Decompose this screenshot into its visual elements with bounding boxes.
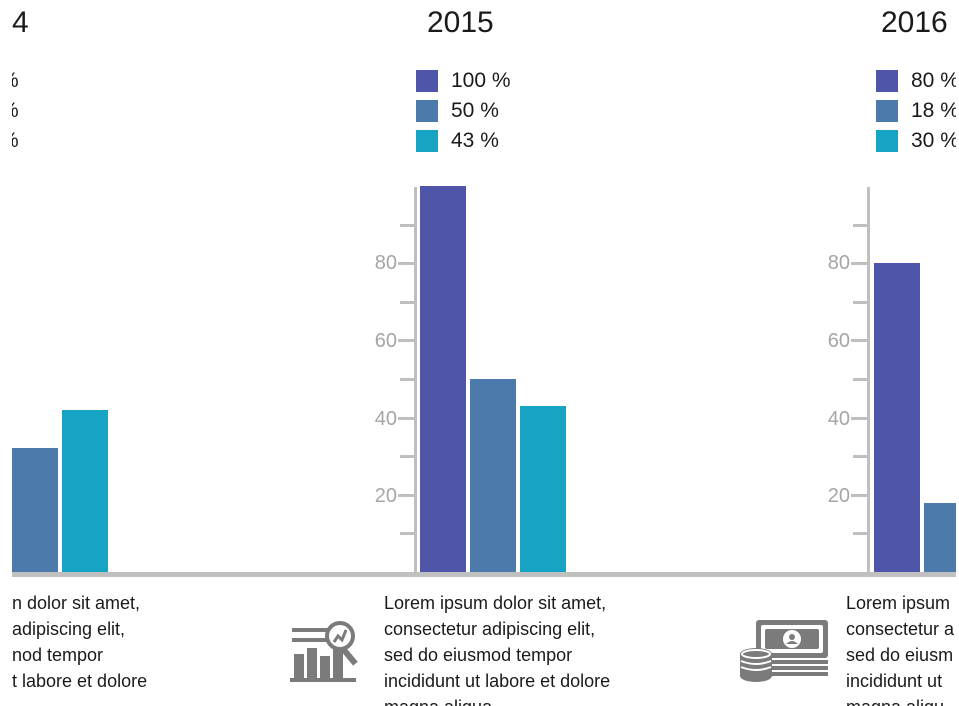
y-tick-label-60: 60 (374, 330, 397, 352)
legend-label: 100 % (451, 69, 511, 92)
y-tick-mark (398, 493, 414, 497)
y-tick-mark (851, 262, 867, 266)
legend-swatch-series3 (416, 130, 438, 152)
legend-swatch-series2 (876, 100, 898, 122)
y-tick-mark (400, 300, 414, 304)
bar-2015-series1 (420, 186, 466, 572)
description-line: incididunt ut labore et dolore (384, 671, 611, 691)
y-tick-mark (851, 416, 867, 420)
legend-label: 30 % (911, 129, 959, 152)
description-line: magna aliqu (846, 694, 956, 706)
left-crop-edge (0, 0, 12, 706)
legend-item: 50 % (416, 96, 511, 126)
legend-panel-2015: 100 % 50 % 43 % (416, 66, 511, 156)
description-2014-partial: n dolor sit amet, adipiscing elit, nod t… (12, 590, 202, 706)
legend-swatch-series3 (876, 130, 898, 152)
y-tick-label-80: 80 (374, 252, 397, 274)
y-tick-mark (853, 532, 867, 536)
y-tick-mark (398, 416, 414, 420)
y-tick-label-20: 20 (827, 485, 850, 507)
description-line: Lorem ipsum dolor sit amet, (384, 593, 607, 613)
y-tick-mark (853, 300, 867, 304)
description-line: . (12, 694, 202, 706)
panel-year-2016: 2016 (881, 6, 948, 39)
description-line: n dolor sit amet, (12, 593, 141, 613)
bar-2016-series2 (924, 502, 959, 572)
legend-item: 43 % (416, 126, 511, 156)
legend-swatch-series1 (876, 70, 898, 92)
bar-4-series3 (62, 409, 108, 572)
legend-label: 43 % (451, 129, 499, 152)
description-line: consectetur adipiscing elit, (384, 619, 596, 639)
bar-2015-series2 (470, 379, 516, 572)
y-tick-mark (400, 223, 414, 227)
bar-chart-magnifier-icon (290, 618, 360, 687)
y-tick-label-40: 40 (827, 408, 850, 430)
y-axis-2016 (867, 187, 870, 575)
y-tick-label-40: 40 (374, 408, 397, 430)
legend-panel-2016: 80 % 18 % 30 % (876, 66, 959, 156)
legend-swatch-series2 (416, 100, 438, 122)
description-2016: Lorem ipsum consectetur a sed do eiusm i… (846, 590, 956, 706)
panel-year-2014-partial: 4 (12, 6, 29, 39)
description-line: adipiscing elit, (12, 619, 126, 639)
y-tick-mark (853, 223, 867, 227)
legend-item: 80 % (876, 66, 959, 96)
legend-item: 100 % (416, 66, 511, 96)
description-line: magna aliqua. (384, 694, 664, 706)
money-stack-icon (738, 616, 830, 689)
legend-label: 80 % (911, 69, 959, 92)
legend-label: 18 % (911, 99, 959, 122)
y-tick-mark (400, 455, 414, 459)
y-tick-label-60: 60 (827, 330, 850, 352)
y-tick-mark (851, 339, 867, 343)
description-line: t labore et dolore (12, 671, 148, 691)
bar-2015-series3 (520, 406, 566, 572)
x-axis-baseline (0, 572, 959, 577)
y-tick-label-20: 20 (374, 485, 397, 507)
y-axis-2015 (414, 187, 417, 575)
legend-label: 50 % (451, 99, 499, 122)
right-crop-edge (956, 0, 959, 706)
y-tick-mark (400, 532, 414, 536)
bar-2016-series1 (874, 263, 920, 572)
description-line: Lorem ipsum (846, 593, 951, 613)
description-line: sed do eiusmod tempor (384, 645, 573, 665)
y-tick-label-80: 80 (827, 252, 850, 274)
y-tick-mark (853, 455, 867, 459)
description-line: nod tempor (12, 645, 104, 665)
y-tick-mark (398, 339, 414, 343)
y-tick-mark (851, 493, 867, 497)
legend-item: 30 % (876, 126, 959, 156)
description-line: sed do eiusm (846, 645, 954, 665)
legend-item: 18 % (876, 96, 959, 126)
legend-swatch-series1 (416, 70, 438, 92)
y-tick-mark (398, 262, 414, 266)
y-tick-mark (853, 378, 867, 381)
y-tick-mark (400, 378, 414, 381)
description-line: incididunt ut (846, 671, 943, 691)
bar-4-series2 (12, 448, 58, 572)
description-line: consectetur a (846, 619, 955, 639)
description-2015: Lorem ipsum dolor sit amet, consectetur … (384, 590, 664, 706)
panel-year-2015: 2015 (427, 6, 494, 39)
